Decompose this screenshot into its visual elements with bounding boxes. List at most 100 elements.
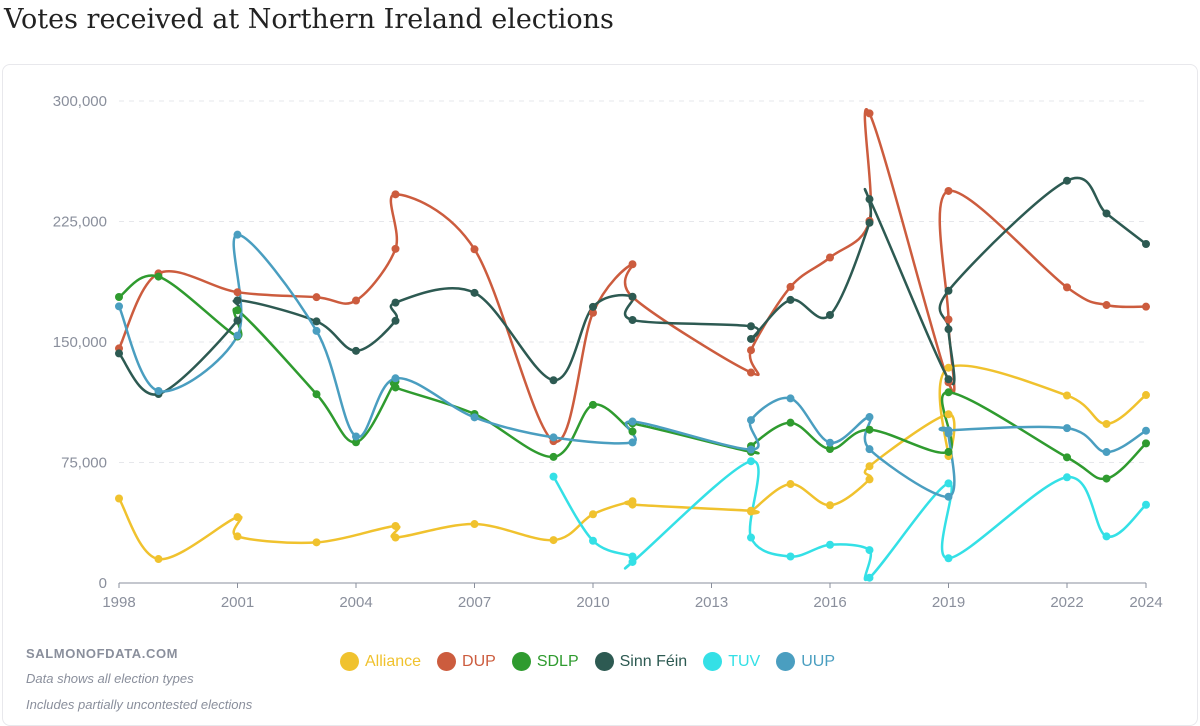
- data-point-alliance[interactable]: [1063, 391, 1071, 400]
- data-point-alliance[interactable]: [115, 494, 123, 503]
- data-point-sdlp[interactable]: [865, 425, 874, 434]
- data-point-uup[interactable]: [470, 413, 479, 422]
- data-point-uup[interactable]: [1142, 426, 1150, 435]
- data-point-tuv[interactable]: [944, 479, 953, 488]
- data-point-alliance[interactable]: [154, 555, 163, 564]
- data-point-uup[interactable]: [944, 426, 953, 435]
- data-point-uup[interactable]: [826, 438, 834, 447]
- legend-item-uup[interactable]: UUP: [776, 652, 835, 671]
- data-point-uup[interactable]: [747, 445, 755, 454]
- legend-item-tuv[interactable]: TUV: [703, 652, 760, 671]
- data-point-dup[interactable]: [1142, 302, 1150, 311]
- data-point-sinn-f-in[interactable]: [352, 346, 360, 355]
- data-point-dup[interactable]: [747, 368, 755, 377]
- data-point-dup[interactable]: [747, 346, 755, 355]
- data-point-alliance[interactable]: [786, 480, 795, 489]
- data-point-tuv[interactable]: [747, 533, 755, 542]
- data-point-uup[interactable]: [1063, 424, 1071, 433]
- data-point-uup[interactable]: [747, 416, 755, 425]
- data-point-tuv[interactable]: [944, 554, 953, 563]
- data-point-sinn-f-in[interactable]: [391, 316, 400, 325]
- data-point-tuv[interactable]: [786, 552, 795, 561]
- data-point-alliance[interactable]: [470, 520, 479, 529]
- data-point-sinn-f-in[interactable]: [470, 288, 479, 297]
- data-point-uup[interactable]: [628, 417, 637, 426]
- data-point-sinn-f-in[interactable]: [233, 316, 242, 325]
- data-point-alliance[interactable]: [628, 500, 637, 509]
- data-point-tuv[interactable]: [1102, 532, 1111, 541]
- data-point-alliance[interactable]: [233, 513, 242, 522]
- data-point-uup[interactable]: [1102, 448, 1111, 457]
- data-point-sinn-f-in[interactable]: [944, 375, 953, 384]
- data-point-dup[interactable]: [944, 315, 953, 324]
- data-point-sdlp[interactable]: [1102, 474, 1111, 483]
- data-point-uup[interactable]: [233, 230, 242, 239]
- data-point-sdlp[interactable]: [154, 272, 163, 281]
- data-point-uup[interactable]: [865, 445, 874, 454]
- data-point-sdlp[interactable]: [1063, 453, 1071, 462]
- data-point-uup[interactable]: [233, 331, 242, 340]
- data-point-sinn-f-in[interactable]: [786, 295, 795, 304]
- data-point-sdlp[interactable]: [352, 438, 360, 447]
- data-point-sinn-f-in[interactable]: [628, 315, 637, 324]
- data-point-tuv[interactable]: [1142, 500, 1150, 509]
- data-point-sinn-f-in[interactable]: [312, 317, 321, 326]
- data-point-dup[interactable]: [628, 260, 637, 269]
- data-point-sinn-f-in[interactable]: [826, 311, 834, 320]
- data-point-sinn-f-in[interactable]: [589, 302, 597, 311]
- data-point-sdlp[interactable]: [628, 427, 637, 436]
- data-point-alliance[interactable]: [944, 410, 953, 419]
- data-point-dup[interactable]: [786, 282, 795, 291]
- data-point-uup[interactable]: [628, 438, 637, 447]
- data-point-sdlp[interactable]: [391, 383, 400, 392]
- data-point-sinn-f-in[interactable]: [944, 325, 953, 334]
- data-point-tuv[interactable]: [865, 573, 874, 582]
- data-point-uup[interactable]: [312, 326, 321, 335]
- data-point-sdlp[interactable]: [944, 447, 953, 456]
- data-point-alliance[interactable]: [549, 536, 558, 545]
- data-point-sinn-f-in[interactable]: [1063, 176, 1071, 185]
- data-point-dup[interactable]: [391, 244, 400, 253]
- data-point-sdlp[interactable]: [826, 445, 834, 454]
- data-point-sdlp[interactable]: [312, 390, 321, 399]
- data-point-alliance[interactable]: [391, 521, 400, 530]
- data-point-sinn-f-in[interactable]: [1102, 209, 1111, 218]
- data-point-tuv[interactable]: [826, 540, 834, 549]
- data-point-tuv[interactable]: [865, 546, 874, 555]
- data-point-sdlp[interactable]: [589, 400, 597, 409]
- data-point-sinn-f-in[interactable]: [391, 298, 400, 307]
- data-point-dup[interactable]: [312, 293, 321, 302]
- data-point-uup[interactable]: [154, 387, 163, 396]
- data-point-sdlp[interactable]: [786, 418, 795, 427]
- data-point-sdlp[interactable]: [944, 388, 953, 397]
- data-point-uup[interactable]: [115, 302, 123, 311]
- data-point-alliance[interactable]: [747, 507, 755, 516]
- data-point-alliance[interactable]: [865, 462, 874, 471]
- data-point-sdlp[interactable]: [1142, 439, 1150, 448]
- data-point-sinn-f-in[interactable]: [944, 286, 953, 295]
- data-point-alliance[interactable]: [1102, 419, 1111, 428]
- data-point-dup[interactable]: [233, 288, 242, 297]
- data-point-dup[interactable]: [1102, 301, 1111, 310]
- data-point-uup[interactable]: [549, 433, 558, 442]
- data-point-alliance[interactable]: [826, 501, 834, 510]
- data-point-sdlp[interactable]: [233, 306, 242, 315]
- data-point-alliance[interactable]: [391, 533, 400, 542]
- data-point-dup[interactable]: [589, 308, 597, 317]
- data-point-dup[interactable]: [1063, 283, 1071, 292]
- data-point-alliance[interactable]: [589, 510, 597, 519]
- data-point-dup[interactable]: [826, 253, 834, 262]
- data-point-sinn-f-in[interactable]: [1142, 239, 1150, 248]
- data-point-sinn-f-in[interactable]: [115, 349, 123, 358]
- data-point-alliance[interactable]: [944, 363, 953, 372]
- legend-item-dup[interactable]: DUP: [437, 652, 496, 671]
- data-point-alliance[interactable]: [1142, 391, 1150, 400]
- legend-item-sinn-f-in[interactable]: Sinn Féin: [594, 652, 687, 671]
- data-point-uup[interactable]: [944, 492, 953, 501]
- data-point-sinn-f-in[interactable]: [747, 322, 755, 331]
- data-point-uup[interactable]: [352, 432, 360, 441]
- data-point-sinn-f-in[interactable]: [865, 195, 874, 204]
- data-point-tuv[interactable]: [747, 457, 755, 466]
- data-point-dup[interactable]: [352, 296, 360, 305]
- data-point-alliance[interactable]: [865, 475, 874, 484]
